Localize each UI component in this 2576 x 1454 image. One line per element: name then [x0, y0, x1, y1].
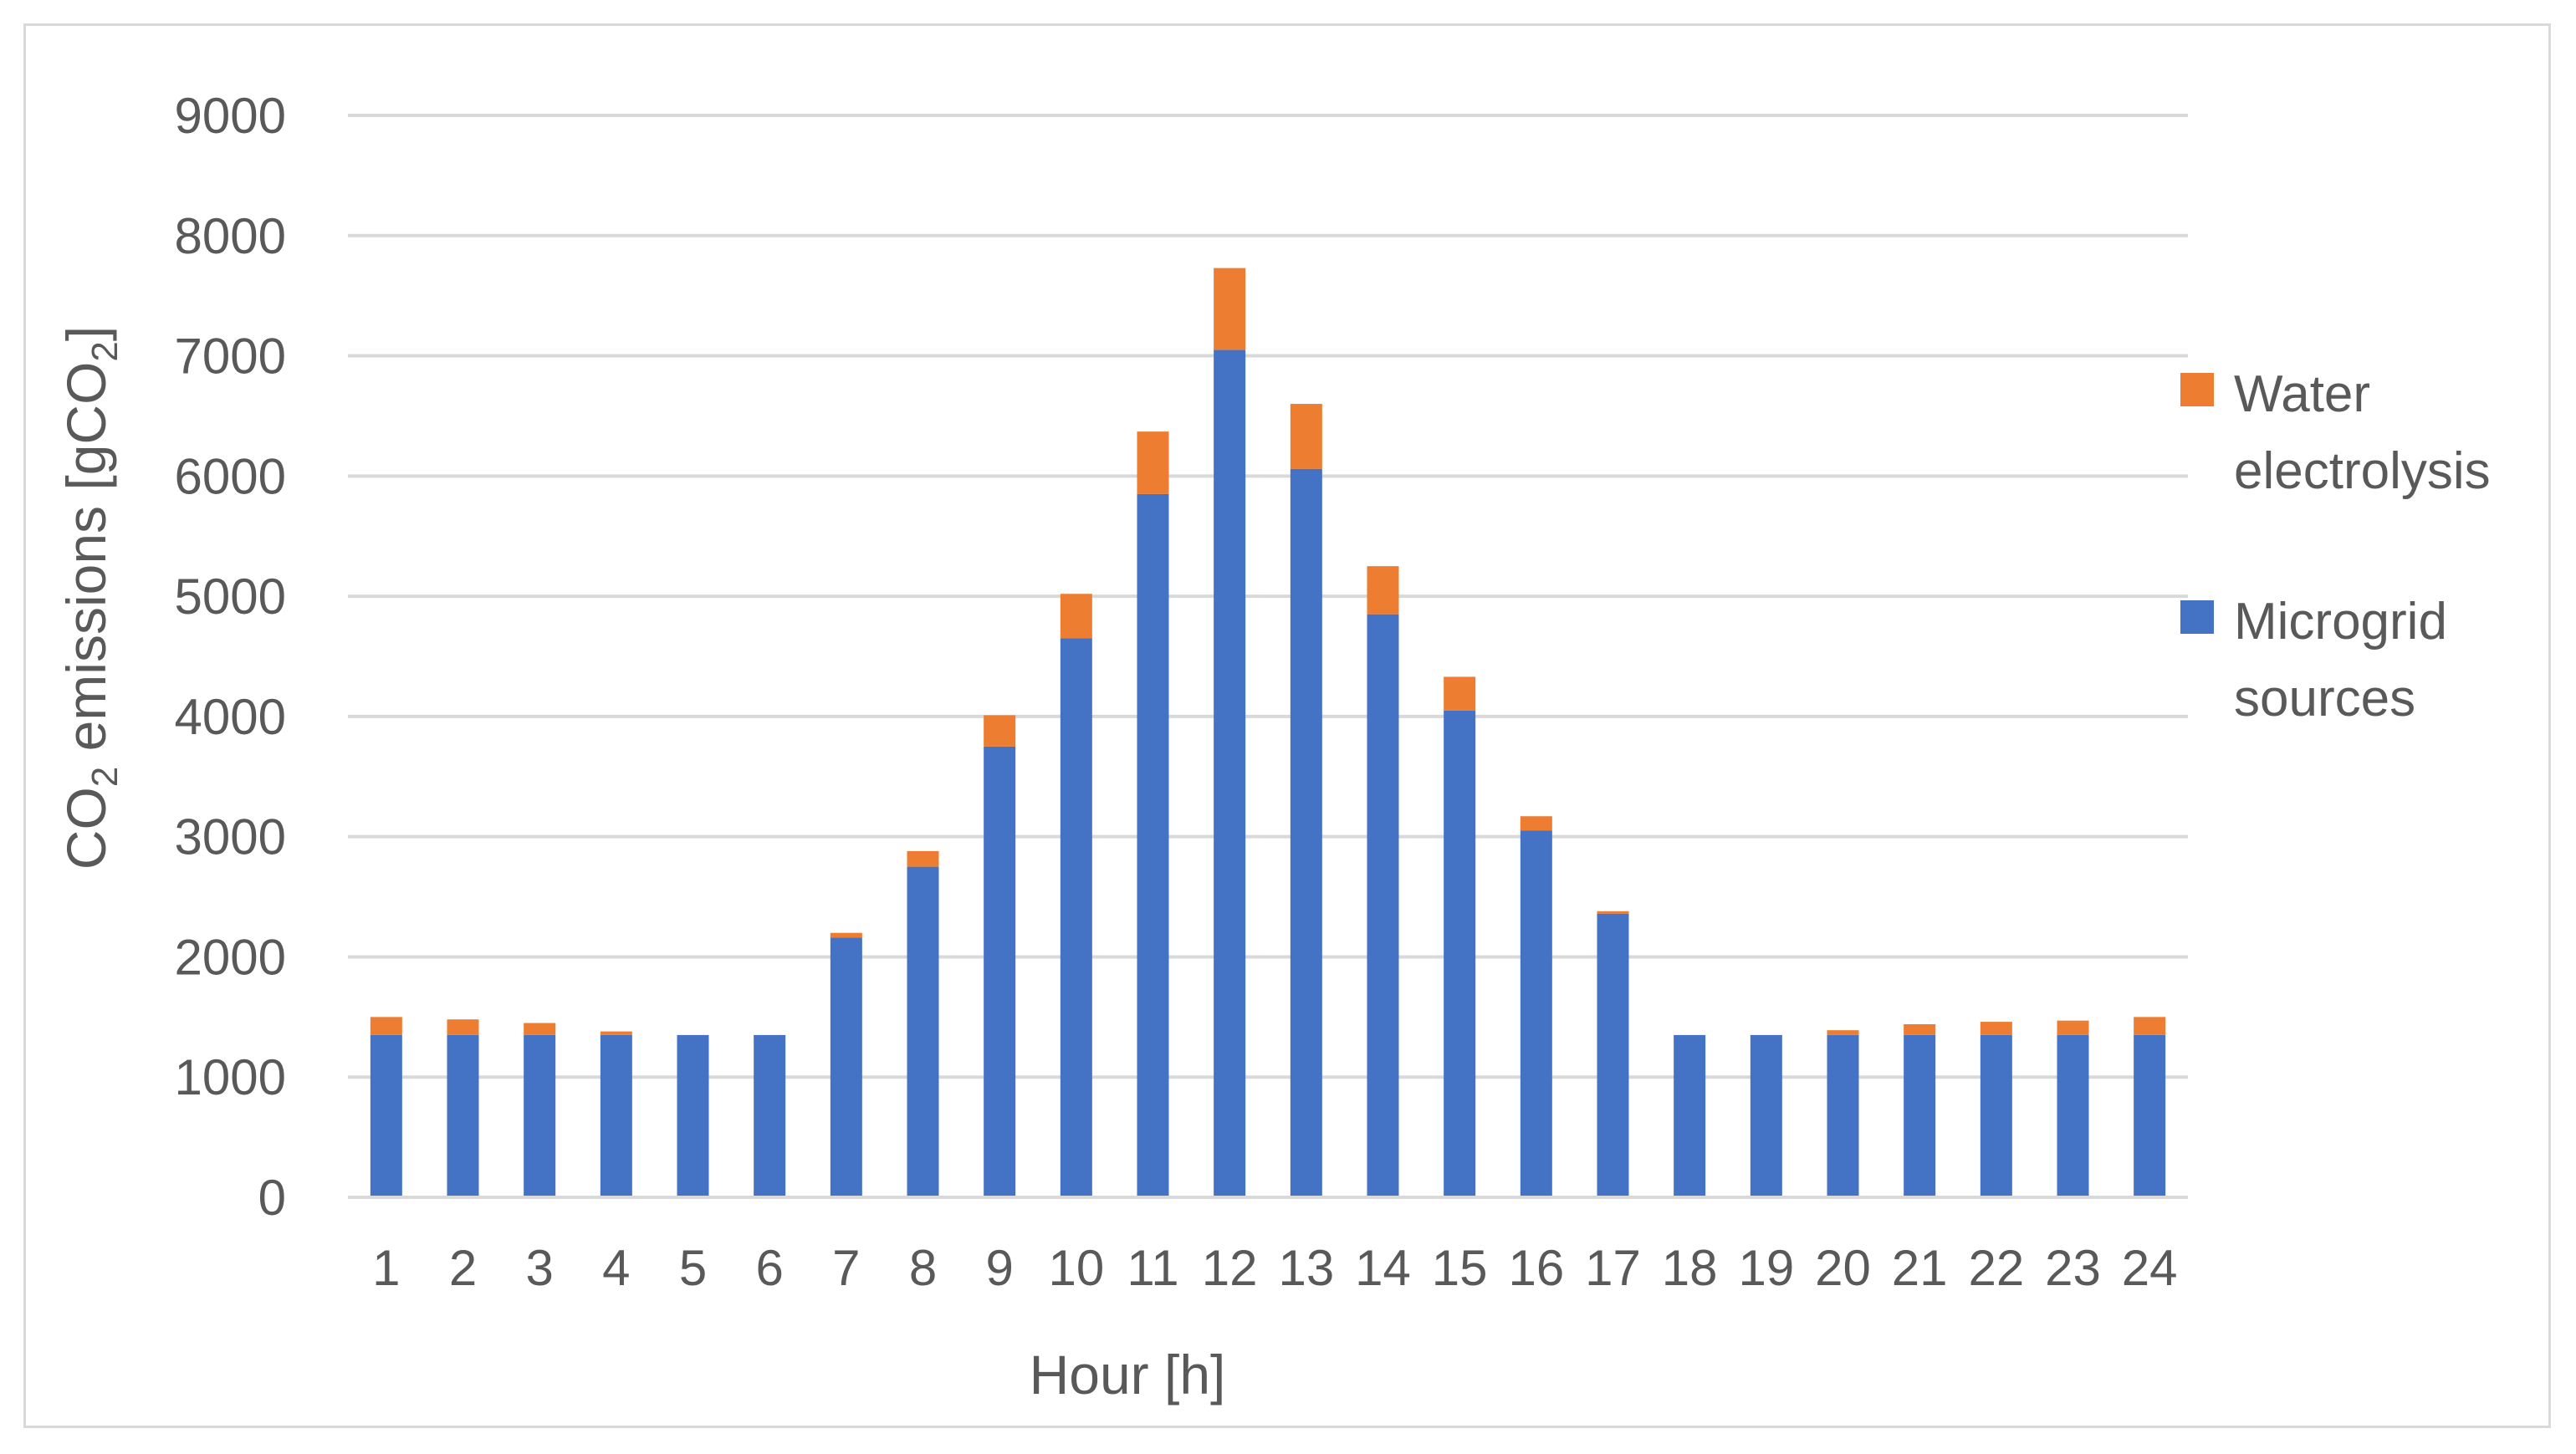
y-title-suffix: ] [55, 326, 117, 341]
legend-label: Microgrid [2234, 593, 2447, 650]
x-axis-ticks: 1 2 3 4 5 6 7 8 9 10 11 12 13 14 15 16 17 18 19 20 21 22 23 24 [372, 1240, 2177, 1296]
bar-microgrid-sources-10 [1060, 638, 1092, 1197]
x-tick-label: 1 [372, 1240, 400, 1296]
x-tick-label: 13 [1278, 1240, 1334, 1296]
bar-water-electrolysis-7 [830, 932, 862, 938]
y-tick-label: 5000 [175, 569, 286, 625]
bar-microgrid-sources-9 [984, 746, 1016, 1197]
bar-water-electrolysis-16 [1520, 816, 1552, 831]
bar-water-electrolysis-10 [1060, 594, 1092, 639]
bar-microgrid-sources-17 [1597, 913, 1629, 1197]
bar-water-electrolysis-13 [1290, 404, 1322, 469]
gridlines [348, 114, 2188, 1079]
x-tick-label: 16 [1508, 1240, 1564, 1296]
bar-microgrid-sources-7 [830, 937, 862, 1197]
bar-microgrid-sources-6 [754, 1034, 786, 1197]
bar-microgrid-sources-18 [1674, 1034, 1706, 1197]
y-tick-label: 7000 [175, 329, 286, 385]
bar-water-electrolysis-24 [2134, 1017, 2166, 1035]
y-title-subscript: 2 [84, 767, 125, 787]
x-tick-label: 5 [679, 1240, 707, 1296]
bar-water-electrolysis-21 [1904, 1023, 1936, 1035]
bar-microgrid-sources-24 [2134, 1034, 2166, 1197]
bar-water-electrolysis-12 [1214, 268, 1246, 350]
x-tick-label: 14 [1355, 1240, 1411, 1296]
bar-water-electrolysis-1 [370, 1017, 402, 1035]
bar-water-electrolysis-8 [907, 850, 939, 867]
y-title-subscript-2: 2 [84, 341, 125, 361]
bar-water-electrolysis-9 [984, 715, 1016, 747]
x-tick-label: 24 [2122, 1240, 2178, 1296]
bar-water-electrolysis-3 [524, 1023, 556, 1035]
bar-water-electrolysis-23 [2057, 1020, 2089, 1035]
bar-microgrid-sources-11 [1137, 493, 1169, 1197]
legend-label: electrolysis [2234, 442, 2491, 500]
x-axis-title: Hour [h] [1030, 1344, 1226, 1406]
y-title-prefix: CO [55, 787, 117, 870]
y-tick-label: 3000 [175, 809, 286, 865]
bar-water-electrolysis-14 [1367, 566, 1399, 615]
y-tick-label: 4000 [175, 689, 286, 745]
x-tick-label: 2 [449, 1240, 477, 1296]
bar-microgrid-sources-15 [1444, 710, 1476, 1197]
bar-water-electrolysis-20 [1827, 1030, 1859, 1035]
x-tick-label: 11 [1127, 1240, 1178, 1296]
legend-swatch [2180, 373, 2214, 406]
y-title-middle: emissions [gCO [55, 362, 117, 767]
x-tick-label: 15 [1432, 1240, 1488, 1296]
bar-water-electrolysis-22 [1980, 1022, 2012, 1035]
y-tick-label: 8000 [175, 208, 286, 264]
bar-microgrid-sources-2 [447, 1034, 479, 1197]
bar-microgrid-sources-16 [1520, 830, 1552, 1197]
x-tick-label: 22 [1968, 1240, 2024, 1296]
bar-microgrid-sources-3 [524, 1034, 556, 1197]
y-tick-label: 6000 [175, 448, 286, 504]
y-axis-title: CO2 emissions [gCO2] [55, 326, 125, 870]
bar-microgrid-sources-13 [1290, 468, 1322, 1197]
bar-microgrid-sources-4 [600, 1034, 632, 1197]
y-axis-ticks: 0 1000 2000 3000 4000 5000 6000 7000 8000 9000 [175, 88, 286, 1226]
y-tick-label: 9000 [175, 88, 286, 144]
x-tick-label: 3 [525, 1240, 553, 1296]
x-tick-label: 17 [1585, 1240, 1641, 1296]
x-tick-label: 8 [909, 1240, 937, 1296]
bar-microgrid-sources-5 [677, 1034, 709, 1197]
bars [370, 268, 2166, 1197]
bar-microgrid-sources-12 [1214, 349, 1246, 1197]
x-tick-label: 12 [1202, 1240, 1258, 1296]
legend-label: Water [2234, 365, 2370, 423]
bar-water-electrolysis-4 [600, 1031, 632, 1035]
bar-water-electrolysis-2 [447, 1019, 479, 1035]
bar-water-electrolysis-11 [1137, 431, 1169, 494]
bar-microgrid-sources-21 [1904, 1034, 1936, 1197]
legend-swatch [2180, 600, 2214, 634]
bar-microgrid-sources-8 [907, 866, 939, 1197]
x-tick-label: 7 [832, 1240, 860, 1296]
bar-water-electrolysis-17 [1597, 911, 1629, 914]
y-tick-label: 2000 [175, 929, 286, 985]
bar-microgrid-sources-20 [1827, 1034, 1859, 1197]
x-tick-label: 18 [1662, 1240, 1718, 1296]
y-tick-label: 1000 [175, 1049, 286, 1105]
x-tick-label: 23 [2045, 1240, 2101, 1296]
y-tick-label: 0 [258, 1170, 286, 1226]
x-tick-label: 4 [602, 1240, 630, 1296]
bar-water-electrolysis-15 [1444, 676, 1476, 711]
bar-microgrid-sources-19 [1750, 1034, 1782, 1197]
legend-label: sources [2234, 670, 2415, 727]
legend: Water electrolysis Microgrid sources [2180, 365, 2491, 727]
x-tick-label: 9 [985, 1240, 1013, 1296]
x-tick-label: 20 [1815, 1240, 1871, 1296]
bar-microgrid-sources-14 [1367, 614, 1399, 1197]
x-tick-label: 19 [1738, 1240, 1794, 1296]
bar-microgrid-sources-23 [2057, 1034, 2089, 1197]
chart-frame [23, 23, 2551, 1428]
x-tick-label: 21 [1892, 1240, 1948, 1296]
bar-microgrid-sources-22 [1980, 1034, 2012, 1197]
x-tick-label: 6 [755, 1240, 783, 1296]
bar-microgrid-sources-1 [370, 1034, 402, 1197]
x-tick-label: 10 [1048, 1240, 1104, 1296]
